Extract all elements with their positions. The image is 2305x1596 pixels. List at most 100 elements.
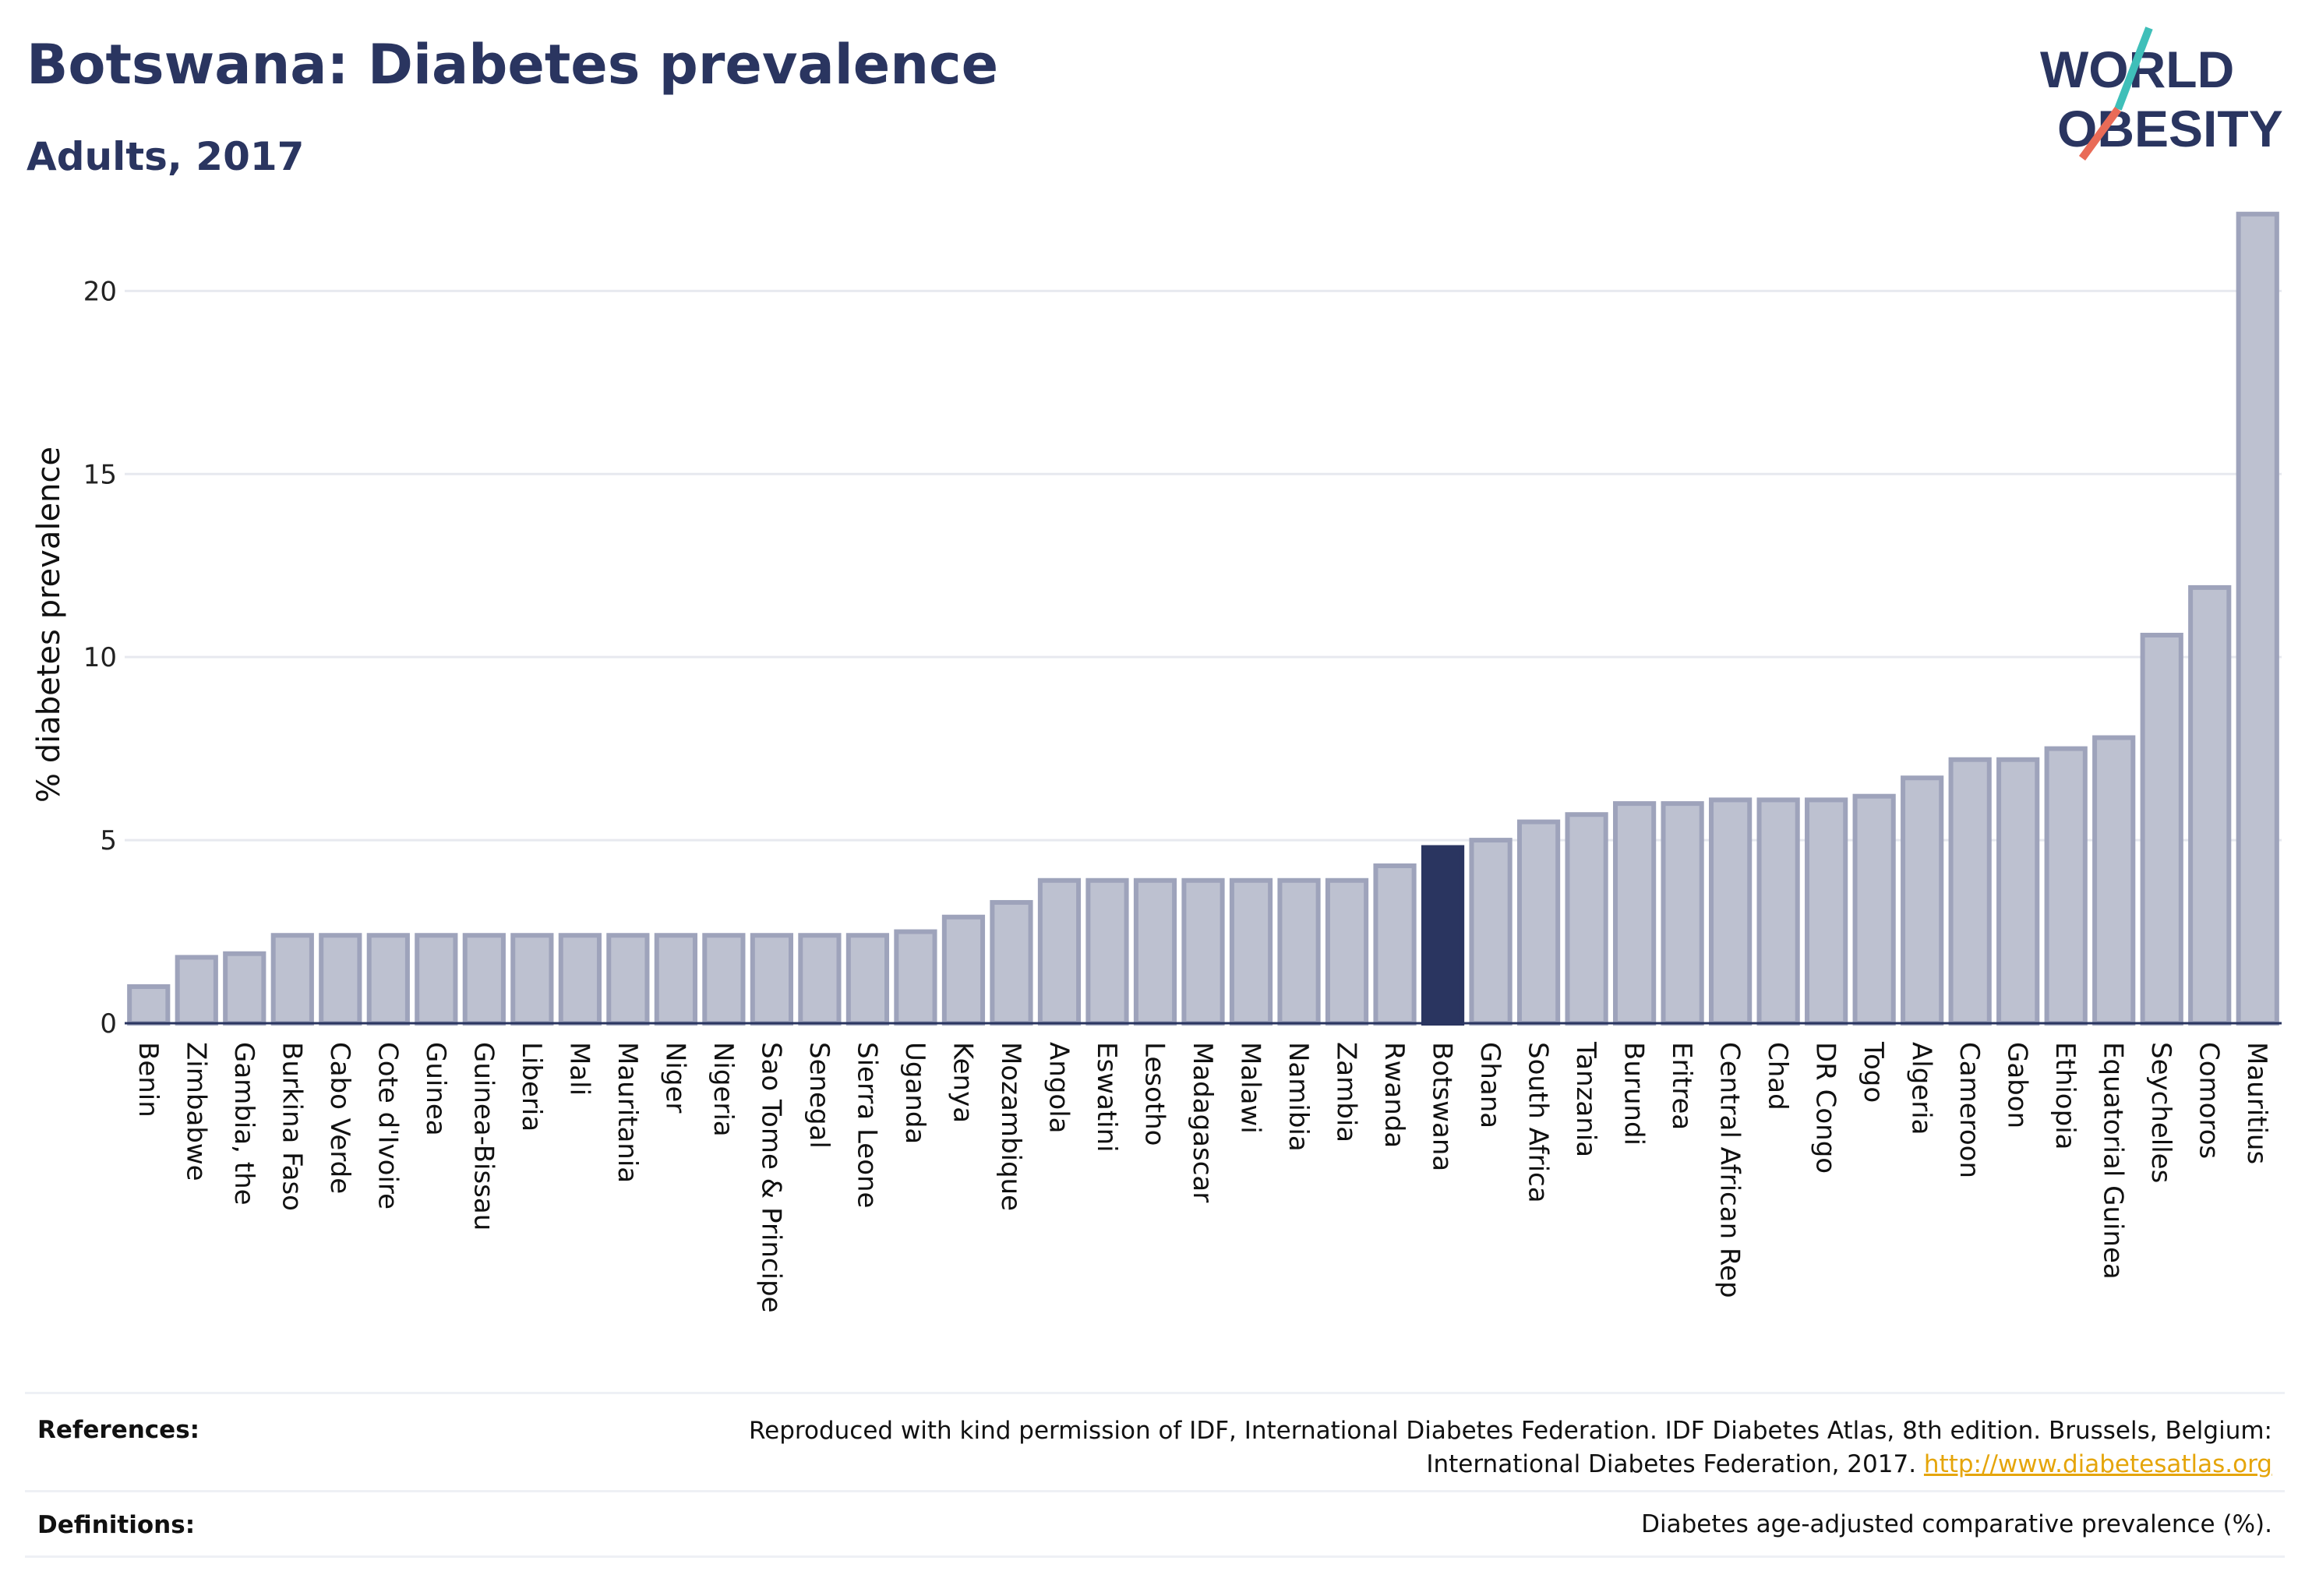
x-tick-label: Uganda <box>899 1042 930 1144</box>
bar-eritrea <box>1661 801 1704 1026</box>
x-tick-label: Cote d'Ivoire <box>372 1042 403 1209</box>
bar-equatorial-guinea <box>2092 735 2136 1026</box>
logo-slash-teal <box>2114 26 2153 111</box>
references-row: References: Reproduced with kind permiss… <box>25 1392 2285 1492</box>
references-text: Reproduced with kind permission of IDF, … <box>749 1414 2272 1481</box>
x-tick-label: Seychelles <box>2145 1042 2176 1183</box>
x-tick-label: Botswana <box>1427 1042 1458 1171</box>
bar-guinea-bissau <box>462 933 506 1026</box>
x-tick-label: Zimbabwe <box>180 1042 211 1181</box>
references-label: References: <box>37 1416 200 1444</box>
footer-bottom-rule <box>25 1555 2285 1558</box>
x-tick-label: Senegal <box>803 1042 835 1149</box>
bar-cabo-verde <box>319 933 362 1026</box>
x-tick-label: Guinea-Bissau <box>468 1042 499 1231</box>
bars <box>127 211 2279 1026</box>
y-axis-ticks: 0 5 10 15 20 <box>83 276 117 1040</box>
x-tick-label: Kenya <box>947 1042 978 1123</box>
references-link[interactable]: http://www.diabetesatlas.org <box>1923 1450 2272 1478</box>
y-tick-label: 0 <box>100 1008 117 1040</box>
bar-gabon <box>1996 757 2040 1026</box>
y-tick-label: 20 <box>83 276 117 307</box>
bar-mauritania <box>606 933 650 1026</box>
x-tick-label: Mauritania <box>612 1042 643 1183</box>
bar-madagascar <box>1181 877 1225 1026</box>
x-tick-label: Gabon <box>2002 1042 2033 1128</box>
bar-zimbabwe <box>175 955 218 1026</box>
x-tick-label: Cabo Verde <box>324 1042 355 1194</box>
bar-south-africa <box>1516 819 1561 1026</box>
bar-seychelles <box>2140 632 2183 1026</box>
x-tick-label: Gambia, the <box>228 1042 259 1206</box>
logo-slash-coral <box>2078 107 2122 161</box>
bar-sao-tome-principe <box>750 933 794 1026</box>
x-tick-label: Eswatini <box>1091 1042 1122 1153</box>
bar-niger <box>654 933 697 1026</box>
x-tick-label: Central African Rep <box>1714 1042 1746 1298</box>
x-tick-label: DR Congo <box>1810 1042 1841 1174</box>
definitions-label: Definitions: <box>37 1511 196 1539</box>
x-tick-label: Mali <box>563 1042 595 1096</box>
definitions-row: Definitions: Diabetes age-adjusted compa… <box>25 1490 2285 1558</box>
x-tick-label: Algeria <box>1906 1042 1937 1135</box>
x-tick-label: Tanzania <box>1570 1041 1601 1157</box>
bar-chart: 0 5 10 15 20 Benin Zimbabwe Gambia, the Burkina… <box>31 211 2282 1313</box>
x-tick-label: Madagascar <box>1187 1042 1218 1202</box>
references-line2-wrap: International Diabetes Federation, 2017.… <box>749 1448 2272 1481</box>
x-tick-label: Burkina Faso <box>276 1042 307 1211</box>
bar-chad <box>1756 797 1800 1026</box>
bar-ghana <box>1469 838 1513 1026</box>
bar-guinea <box>415 933 458 1026</box>
bar-comoros <box>2188 584 2232 1026</box>
x-tick-label: Namibia <box>1283 1042 1314 1152</box>
bar-mauritius <box>2236 211 2279 1026</box>
x-tick-label: Chad <box>1762 1042 1793 1110</box>
bar-central-african-rep <box>1709 797 1753 1026</box>
x-tick-label: Liberia <box>516 1042 547 1132</box>
chart-subtitle: Adults, 2017 <box>26 134 305 179</box>
bar-gambia-the <box>223 951 267 1026</box>
x-tick-label: Mauritius <box>2241 1042 2272 1164</box>
bar-togo <box>1852 793 1896 1026</box>
x-tick-label: Ethiopia <box>2049 1042 2081 1149</box>
references-line2: International Diabetes Federation, 2017. <box>1426 1450 1917 1478</box>
x-tick-label: Togo <box>1858 1041 1889 1103</box>
x-tick-label: Comoros <box>2194 1042 2225 1159</box>
x-tick-label: Equatorial Guinea <box>2098 1042 2129 1280</box>
chart-title: Botswana: Diabetes prevalence <box>26 33 999 97</box>
bar-benin <box>127 984 171 1026</box>
x-tick-label: Guinea <box>420 1042 451 1136</box>
x-tick-label: Cameroon <box>1954 1042 1985 1178</box>
x-tick-label: Niger <box>659 1042 690 1113</box>
bar-kenya <box>941 914 986 1026</box>
definitions-text: Diabetes age-adjusted comparative preval… <box>1641 1510 2272 1538</box>
bar-angola <box>1037 877 1082 1026</box>
x-tick-label: Nigeria <box>708 1042 739 1137</box>
y-tick-label: 5 <box>100 825 117 856</box>
bar-namibia <box>1277 877 1321 1026</box>
bar-algeria <box>1901 775 1944 1026</box>
x-tick-label: Lesotho <box>1138 1042 1170 1146</box>
x-tick-label: Mozambique <box>995 1042 1026 1211</box>
bar-cote-d-ivoire <box>366 933 410 1026</box>
references-line1: Reproduced with kind permission of IDF, … <box>749 1417 2272 1445</box>
x-tick-label: Burundi <box>1618 1042 1650 1146</box>
x-tick-label: Angola <box>1043 1042 1074 1133</box>
bar-burundi <box>1612 801 1657 1026</box>
bar-ethiopia <box>2044 746 2088 1026</box>
bar-cameroon <box>1948 757 1992 1026</box>
bar-uganda <box>894 929 937 1026</box>
x-tick-label: South Africa <box>1523 1042 1554 1203</box>
bar-burkina-faso <box>270 933 314 1026</box>
x-tick-label: Rwanda <box>1378 1042 1410 1148</box>
x-tick-label: Eritrea <box>1666 1042 1697 1130</box>
bar-nigeria <box>702 933 746 1026</box>
bar-tanzania <box>1565 812 1608 1026</box>
bar-sierra-leone <box>845 933 890 1026</box>
y-tick-label: 10 <box>83 642 117 673</box>
x-axis-labels: Benin Zimbabwe Gambia, the Burkina Faso Cabo… <box>132 1041 2272 1313</box>
bar-zambia <box>1325 877 1369 1026</box>
y-axis-title: % diabetes prevalence <box>31 447 67 803</box>
logo-line2: OBESITY <box>2057 100 2283 157</box>
bar-rwanda <box>1373 863 1417 1026</box>
